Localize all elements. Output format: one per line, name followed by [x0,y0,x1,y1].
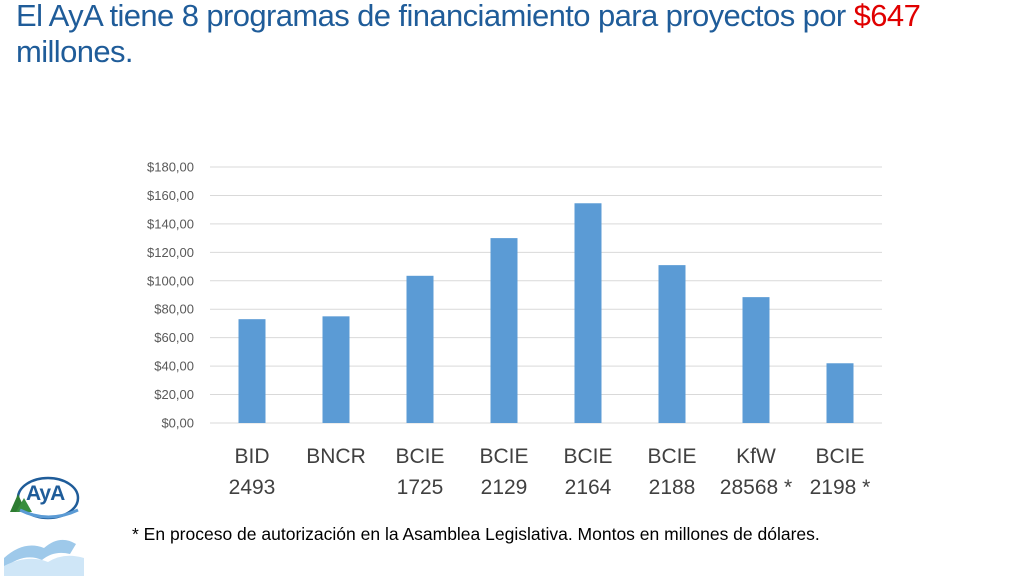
aya-logo: AyA [4,472,94,576]
bar [826,363,854,423]
footnote: * En proceso de autorización en la Asamb… [132,524,820,544]
x-category-label: KfW [736,445,776,468]
y-tick-label: $20,00 [154,387,194,402]
x-category-label: 1725 [397,476,444,499]
x-category-label: 28568 * [720,476,792,499]
y-tick-label: $60,00 [154,330,194,345]
x-category-label: 2198 * [810,476,871,499]
logo-text: AyA [26,482,65,505]
bar [658,265,686,423]
title-amount: $647 [853,0,921,33]
title-text: El AyA tiene 8 programas de financiamien… [16,0,854,33]
x-category-label: BCIE [479,445,528,468]
y-tick-label: $120,00 [147,245,194,260]
title-line2: millones. [16,34,134,69]
x-category-label: BNCR [306,445,366,468]
bar [322,316,350,423]
page-title: El AyA tiene 8 programas de financiamien… [16,0,1006,70]
bar [238,319,266,423]
x-category-label: 2129 [481,476,528,499]
x-category-label: 2493 [229,476,276,499]
x-category-label: BCIE [815,445,864,468]
x-category-label: BCIE [395,445,444,468]
y-tick-label: $0,00 [161,416,194,431]
bar [574,203,602,423]
logo-graphic [4,476,84,576]
bar [406,275,434,423]
x-category-label: BID [234,445,269,468]
y-tick-label: $80,00 [154,302,194,317]
y-tick-label: $180,00 [147,160,194,175]
y-tick-label: $140,00 [147,216,194,231]
x-category-label: 2164 [565,476,612,499]
y-tick-label: $40,00 [154,359,194,374]
y-tick-label: $160,00 [147,188,194,203]
bar [742,297,770,423]
x-category-label: BCIE [647,445,696,468]
y-tick-label: $100,00 [147,273,194,288]
x-category-label: BCIE [563,445,612,468]
x-category-label: 2188 [649,476,696,499]
bar [490,238,518,423]
